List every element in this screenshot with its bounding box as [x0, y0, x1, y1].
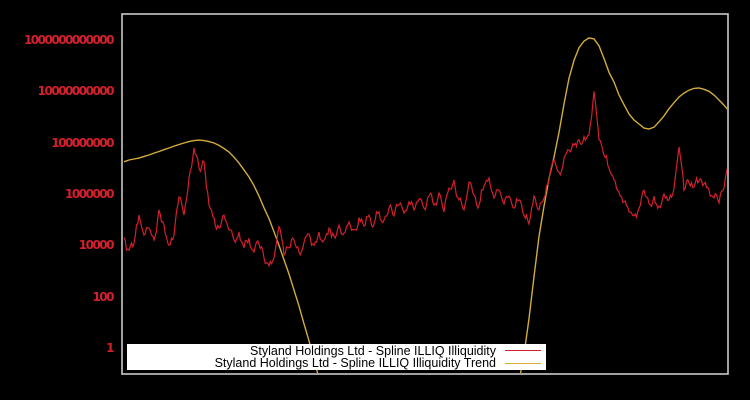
y-tick-label-1e12: 1000000000000: [23, 32, 115, 47]
y-tick-label-1e8: 100000000: [51, 135, 114, 150]
legend-line-sample-yellow: [505, 362, 541, 364]
illiquidity-line: [123, 91, 727, 268]
y-tick-label-1e4: 10000: [78, 238, 115, 253]
legend-row-trend: Styland Holdings Ltd - Spline ILLIQ Illi…: [127, 356, 546, 371]
legend-label-trend: Styland Holdings Ltd - Spline ILLIQ Illi…: [214, 356, 496, 371]
y-tick-label-1: 1: [106, 341, 114, 355]
legend-line-sample-red: [505, 350, 541, 352]
legend-label-illiquidity: Styland Holdings Ltd - Spline ILLIQ Illi…: [250, 343, 496, 358]
trend-line: [123, 37, 727, 373]
y-tick-label-1e2: 100: [92, 289, 114, 304]
y-tick-label-1e10: 10000000000: [37, 84, 115, 99]
legend-row-illiquidity: Styland Holdings Ltd - Spline ILLIQ Illi…: [127, 343, 546, 358]
legend-box: Styland Holdings Ltd - Spline ILLIQ Illi…: [127, 344, 546, 370]
y-tick-label-1e6: 1000000: [65, 186, 114, 201]
plot-frame: [121, 13, 729, 375]
